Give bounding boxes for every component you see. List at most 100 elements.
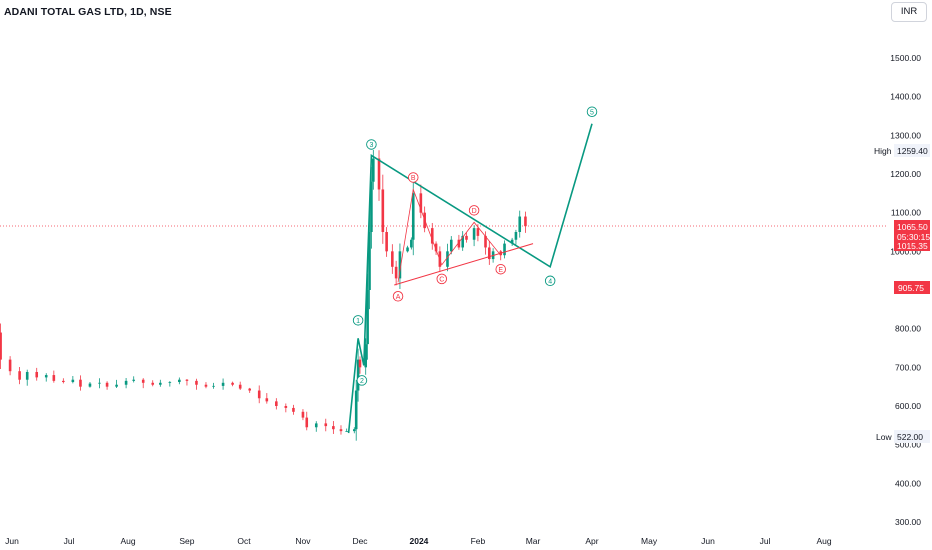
candle-body xyxy=(476,228,480,236)
candle-body xyxy=(345,431,348,432)
wave-label-circle xyxy=(352,315,364,326)
countdown: 05:30:15 xyxy=(897,232,930,242)
candle-body xyxy=(332,426,335,430)
candle-body xyxy=(284,406,288,408)
currency-button[interactable]: INR xyxy=(891,2,927,22)
y-tick-label: 1500.00 xyxy=(890,53,921,63)
candle-body xyxy=(168,382,172,383)
wave-label-text: 1 xyxy=(356,318,360,325)
candle-body xyxy=(391,251,394,267)
wave-label-circle xyxy=(468,205,480,216)
wave-label-text: D xyxy=(472,208,477,215)
candle-body xyxy=(212,385,215,387)
level-value-box xyxy=(894,281,930,294)
candle-body xyxy=(510,239,514,244)
abcde-zigzag[interactable] xyxy=(397,187,502,283)
candle-body xyxy=(385,232,388,252)
drawings[interactable] xyxy=(347,123,593,434)
high-value-box xyxy=(894,144,930,157)
candle-body xyxy=(398,251,402,279)
elliott-wave-path[interactable] xyxy=(347,123,593,434)
candle-body xyxy=(301,411,305,418)
candle-body xyxy=(465,235,468,240)
candle-body xyxy=(292,407,295,412)
price-tags: High 1259.40 1065.50 05:30:15 1015.35 90… xyxy=(874,144,930,443)
wave-label-circle xyxy=(407,172,419,183)
candle-body xyxy=(151,382,155,385)
level-value: 905.75 xyxy=(898,283,924,293)
wave-label-text: A xyxy=(396,294,401,301)
candle-body xyxy=(434,243,438,252)
x-tick-label: Apr xyxy=(585,536,598,546)
candle-body xyxy=(221,382,225,386)
candle-body xyxy=(98,382,101,384)
candle-body xyxy=(472,228,476,240)
candle-body xyxy=(419,193,423,213)
wave-label-circle xyxy=(356,375,368,386)
candle-body xyxy=(8,359,12,372)
candle-body xyxy=(449,239,453,252)
wave-labels: 1 2 3 4 5 A B C D E xyxy=(352,106,598,386)
wave-label-circle xyxy=(392,291,404,302)
candle-body xyxy=(488,247,491,260)
y-tick-label: 700.00 xyxy=(895,362,921,372)
candle-body xyxy=(88,383,92,387)
candle-body xyxy=(275,401,278,406)
y-tick-label: 600.00 xyxy=(895,401,921,411)
x-tick-label: Mar xyxy=(526,536,541,546)
high-label: High xyxy=(874,146,892,156)
y-tick-label: 300.00 xyxy=(895,517,921,527)
candle-body xyxy=(248,388,252,391)
wave-label-text: B xyxy=(411,175,416,182)
candle-body xyxy=(238,384,242,389)
x-axis: Jun Jul Aug Sep Oct Nov Dec 2024 Feb Mar Apr May Jun… xyxy=(5,536,832,546)
wave-label-text: 4 xyxy=(548,279,552,286)
candle-body xyxy=(503,243,506,256)
candle-body xyxy=(352,429,356,432)
low-value: 522.00 xyxy=(897,432,923,442)
candle-body xyxy=(141,379,145,383)
candle-body xyxy=(35,371,39,378)
candle-body xyxy=(0,332,2,360)
candle-body xyxy=(52,375,56,381)
wave-label-circle xyxy=(436,273,448,285)
candle-body xyxy=(204,384,208,387)
candle-body xyxy=(518,216,522,232)
x-tick-label: Jun xyxy=(5,536,19,546)
candle-body xyxy=(115,384,118,387)
y-tick-label: 1100.00 xyxy=(891,208,921,218)
candle-body xyxy=(71,379,75,383)
candle-body xyxy=(79,379,82,387)
candle-body xyxy=(406,247,409,252)
triangle-lower-line[interactable] xyxy=(394,243,534,286)
y-tick-label: 500.00 xyxy=(895,440,921,450)
candle-body xyxy=(265,398,269,402)
y-tick-label: 800.00 xyxy=(895,324,921,334)
candle-body xyxy=(461,235,464,248)
x-tick-label: May xyxy=(641,536,658,546)
candle-body xyxy=(44,375,48,378)
candle-body xyxy=(356,359,360,391)
x-tick-label: Jul xyxy=(64,536,75,546)
candles xyxy=(0,150,527,441)
candle-body xyxy=(457,239,461,248)
candle-body xyxy=(132,379,136,381)
wave-label-text: 5 xyxy=(590,109,594,116)
candle-body xyxy=(372,158,375,182)
x-tick-label: Feb xyxy=(471,536,486,546)
x-tick-label: 2024 xyxy=(409,536,428,546)
wave-label-text: E xyxy=(498,267,503,274)
x-tick-label: Dec xyxy=(352,536,368,546)
low-label: Low xyxy=(876,432,892,442)
candle-body xyxy=(124,380,128,385)
wave-label-circle xyxy=(544,275,556,287)
chart-title: ADANI TOTAL GAS LTD, 1D, NSE xyxy=(4,6,172,18)
candle-body xyxy=(195,380,198,385)
y-tick-label: 1400.00 xyxy=(890,92,921,102)
candle-body xyxy=(377,158,381,190)
candle-body xyxy=(514,232,518,240)
y-tick-label: 1200.00 xyxy=(890,169,921,179)
candle-body xyxy=(25,371,29,380)
x-tick-label: Sep xyxy=(179,536,194,546)
